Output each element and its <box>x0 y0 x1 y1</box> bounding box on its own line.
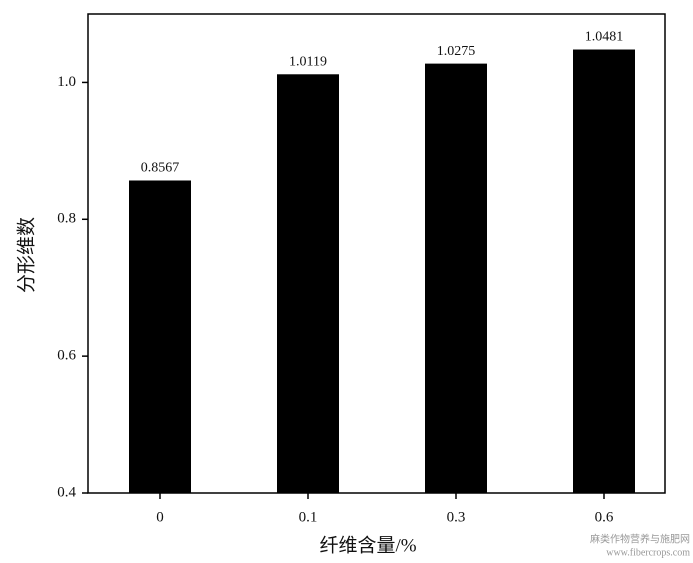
y-tick-label: 1.0 <box>57 74 76 90</box>
data-label: 0.8567 <box>141 161 180 176</box>
x-tick-label: 0 <box>156 509 164 525</box>
data-label: 1.0481 <box>585 30 624 45</box>
bar <box>129 180 191 494</box>
y-tick-label: 0.6 <box>57 348 76 364</box>
y-axis-title: 分形维数 <box>15 217 37 293</box>
x-axis-title: 纤维含量/% <box>319 534 416 556</box>
x-tick-label: 0.3 <box>447 509 466 525</box>
bar <box>425 63 487 493</box>
plot-frame <box>87 13 666 494</box>
bar <box>277 74 339 493</box>
bar <box>573 49 635 493</box>
x-tick-label: 0.1 <box>299 509 318 525</box>
data-label: 1.0119 <box>289 55 327 70</box>
y-tick-label: 0.4 <box>57 484 76 500</box>
x-tick-label: 0.6 <box>595 509 614 525</box>
data-label: 1.0275 <box>437 44 476 59</box>
watermark: 麻类作物营养与施肥网 <box>590 532 690 545</box>
watermark: www.fibercrops.com <box>606 547 690 558</box>
y-tick-label: 0.8 <box>57 211 76 227</box>
